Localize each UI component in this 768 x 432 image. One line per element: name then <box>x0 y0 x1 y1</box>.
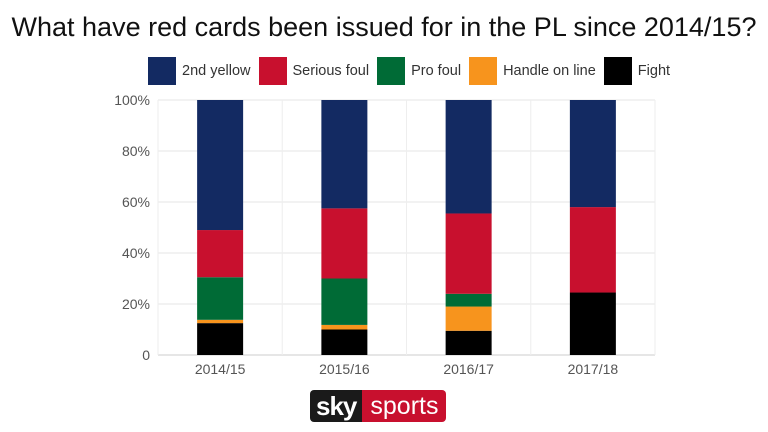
bar-segment-handle-on-line <box>197 319 244 324</box>
y-tick-label: 40% <box>122 245 150 261</box>
legend-label: 2nd yellow <box>182 63 251 79</box>
bar-segment-handle-on-line <box>321 324 368 330</box>
legend-swatch <box>377 57 406 85</box>
bar-segment-2nd-yellow <box>321 100 368 209</box>
bar-segment-handle-on-line <box>445 306 492 331</box>
bar-segment-fight <box>321 329 368 355</box>
legend-swatch <box>148 57 176 85</box>
bar-segment-serious-foul <box>569 207 616 293</box>
bar-segment-fight <box>569 292 616 355</box>
y-tick-label: 100% <box>114 92 150 108</box>
legend-label: Fight <box>637 63 671 79</box>
y-tick-label: 80% <box>122 143 150 159</box>
logo-sports-text: sports <box>362 390 447 422</box>
legend-item-fight: Fight <box>603 57 678 85</box>
bar-segment-2nd-yellow <box>569 100 616 208</box>
y-tick-label: 20% <box>122 296 150 312</box>
legend-label: Handle on line <box>503 63 596 79</box>
x-tick-label: 2016/17 <box>443 361 494 377</box>
bar-segment-pro-foul <box>321 278 368 325</box>
x-tick-label: 2015/16 <box>319 361 370 377</box>
y-tick-label: 0 <box>142 347 150 363</box>
sky-sports-logo: sky sports <box>310 390 447 422</box>
bar-segment-serious-foul <box>445 213 492 294</box>
legend-label: Serious foul <box>292 63 370 79</box>
legend-item-2nd-yellow: 2nd yellow <box>148 57 259 85</box>
bar-segment-serious-foul <box>197 230 244 278</box>
bar-segment-2nd-yellow <box>197 100 244 231</box>
chart-title: What have red cards been issued for in t… <box>11 12 757 42</box>
x-tick-label: 2014/15 <box>195 361 246 377</box>
legend-item-handle-on-line: Handle on line <box>469 57 604 85</box>
logo-sky-text: sky <box>310 390 363 422</box>
legend-swatch <box>258 57 287 85</box>
legend-item-pro-foul: Pro foul <box>377 57 469 85</box>
bar-segment-serious-foul <box>321 208 368 279</box>
bar-segment-pro-foul <box>197 277 244 320</box>
legend-swatch <box>469 57 498 85</box>
legend-item-serious-foul: Serious foul <box>258 57 378 85</box>
legend-label: Pro foul <box>411 63 462 79</box>
legend-swatch <box>603 57 632 85</box>
bar-segment-2nd-yellow <box>445 100 492 214</box>
chart-legend: 2nd yellow Serious foul Pro foul Handle on … <box>148 56 678 86</box>
bar-segment-pro-foul <box>445 293 492 307</box>
bar-segment-fight <box>445 330 492 355</box>
bar-segment-fight <box>197 323 244 355</box>
x-tick-label: 2017/18 <box>568 361 619 377</box>
y-tick-label: 60% <box>122 194 150 210</box>
